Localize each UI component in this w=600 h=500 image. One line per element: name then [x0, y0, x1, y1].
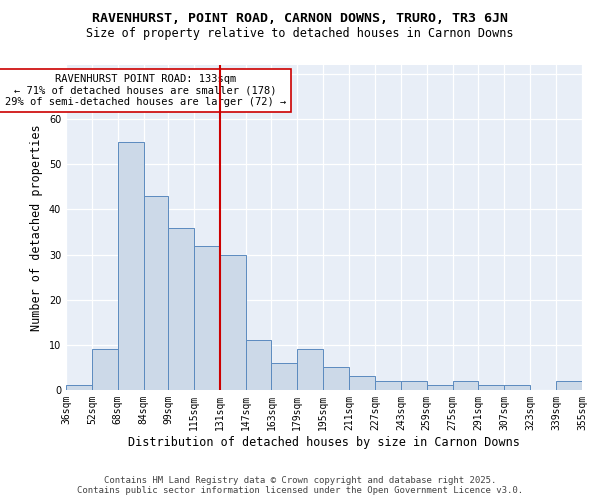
- Y-axis label: Number of detached properties: Number of detached properties: [30, 124, 43, 331]
- Bar: [401, 381, 427, 390]
- Bar: [505, 386, 530, 390]
- Bar: [556, 381, 582, 390]
- Text: Size of property relative to detached houses in Carnon Downs: Size of property relative to detached ho…: [86, 28, 514, 40]
- Bar: [349, 376, 375, 390]
- Bar: [92, 350, 118, 390]
- Bar: [245, 340, 271, 390]
- Bar: [118, 142, 143, 390]
- Bar: [427, 386, 452, 390]
- Bar: [143, 196, 168, 390]
- Bar: [478, 386, 505, 390]
- Bar: [452, 381, 478, 390]
- Text: RAVENHURST, POINT ROAD, CARNON DOWNS, TRURO, TR3 6JN: RAVENHURST, POINT ROAD, CARNON DOWNS, TR…: [92, 12, 508, 26]
- X-axis label: Distribution of detached houses by size in Carnon Downs: Distribution of detached houses by size …: [128, 436, 520, 448]
- Bar: [298, 350, 323, 390]
- Bar: [375, 381, 401, 390]
- Bar: [220, 254, 245, 390]
- Bar: [323, 368, 349, 390]
- Text: RAVENHURST POINT ROAD: 133sqm
← 71% of detached houses are smaller (178)
29% of : RAVENHURST POINT ROAD: 133sqm ← 71% of d…: [5, 74, 286, 107]
- Bar: [194, 246, 220, 390]
- Bar: [168, 228, 194, 390]
- Bar: [66, 386, 92, 390]
- Bar: [271, 363, 298, 390]
- Text: Contains HM Land Registry data © Crown copyright and database right 2025.
Contai: Contains HM Land Registry data © Crown c…: [77, 476, 523, 495]
